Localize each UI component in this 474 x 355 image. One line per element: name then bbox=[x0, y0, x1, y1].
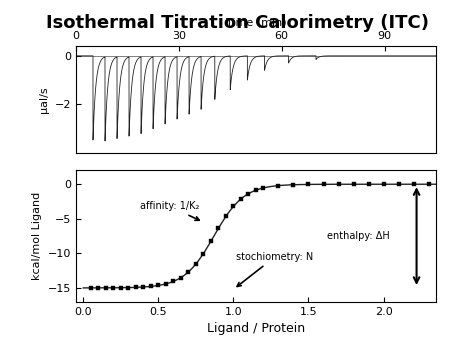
Text: enthalpy: ΔH: enthalpy: ΔH bbox=[327, 231, 389, 241]
Y-axis label: kcal/mol Ligand: kcal/mol Ligand bbox=[32, 192, 42, 280]
Text: affinity: 1/K₂: affinity: 1/K₂ bbox=[140, 201, 200, 220]
X-axis label: Ligand / Protein: Ligand / Protein bbox=[207, 322, 305, 335]
Text: Isothermal Titration Calorimetry (ITC): Isothermal Titration Calorimetry (ITC) bbox=[46, 14, 428, 32]
Y-axis label: μal/s: μal/s bbox=[39, 86, 49, 113]
X-axis label: Time (min): Time (min) bbox=[226, 18, 286, 28]
Text: stochiometry: N: stochiometry: N bbox=[237, 252, 314, 286]
